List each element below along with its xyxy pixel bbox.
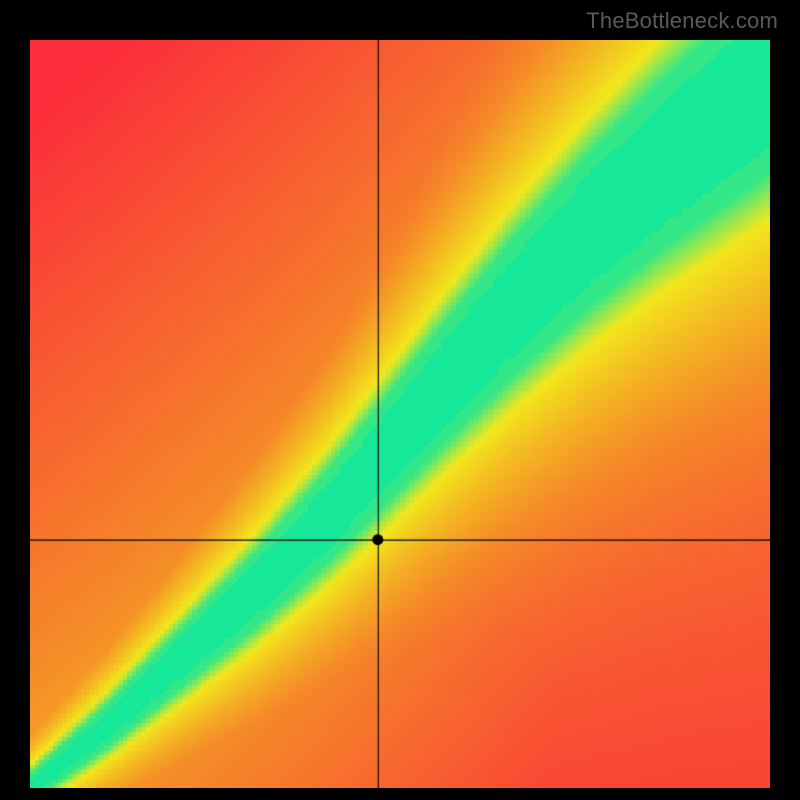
figure-frame: TheBottleneck.com — [0, 0, 800, 800]
heatmap-canvas — [30, 40, 770, 788]
heatmap-plot — [30, 40, 770, 788]
watermark-text: TheBottleneck.com — [586, 8, 778, 34]
